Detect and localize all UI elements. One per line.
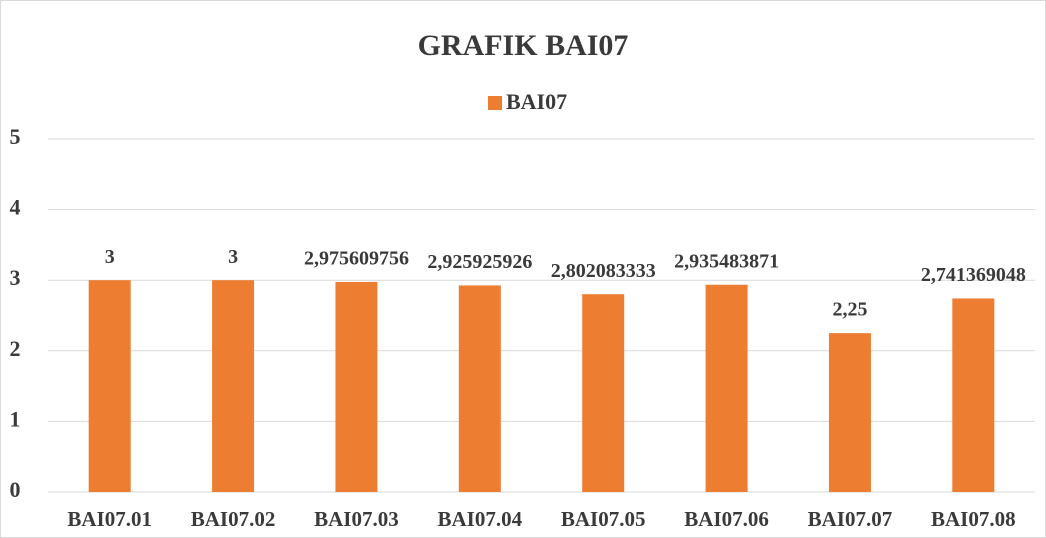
chart-title: GRAFIK BAI07: [418, 29, 629, 62]
value-label: 2,925925926: [427, 251, 532, 273]
bar: [582, 294, 625, 492]
y-tick-label: 1: [10, 406, 21, 431]
bar: [335, 281, 378, 492]
bar: [828, 333, 871, 492]
bar: [212, 280, 255, 492]
bar: [952, 298, 995, 492]
y-tick-label: 0: [10, 477, 21, 502]
x-tick-label: BAI07.05: [561, 507, 646, 531]
x-tick-label: BAI07.01: [67, 507, 152, 531]
legend-swatch: [488, 96, 502, 110]
y-tick-label: 5: [10, 124, 21, 149]
bar: [88, 280, 131, 492]
value-label: 2,975609756: [304, 248, 409, 270]
x-tick-label: BAI07.04: [438, 507, 523, 531]
value-label: 2,935483871: [674, 250, 779, 272]
y-tick-label: 2: [10, 336, 21, 361]
x-tick-label: BAI07.03: [314, 507, 399, 531]
x-tick-label: BAI07.07: [808, 507, 893, 531]
x-tick-label: BAI07.02: [191, 507, 276, 531]
bar: [458, 285, 501, 492]
legend-label: BAI07: [506, 89, 567, 114]
value-label: 3: [228, 246, 238, 268]
y-tick-label: 3: [10, 265, 21, 290]
value-label: 2,741369048: [921, 264, 1026, 286]
bar: [705, 284, 748, 492]
value-label: 2,25: [832, 299, 867, 321]
x-tick-label: BAI07.08: [931, 507, 1016, 531]
y-tick-label: 4: [10, 195, 21, 220]
value-label: 2,802083333: [551, 260, 656, 282]
value-label: 3: [105, 246, 115, 268]
x-tick-label: BAI07.06: [684, 507, 769, 531]
